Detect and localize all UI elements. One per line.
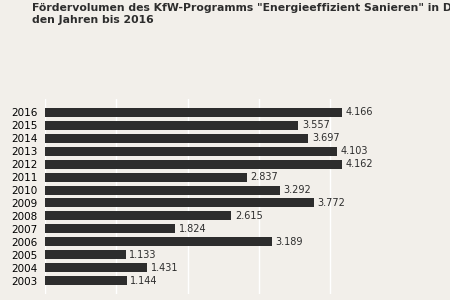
Bar: [45, 237, 272, 246]
Text: 1.824: 1.824: [179, 224, 206, 234]
Text: 1.144: 1.144: [130, 276, 157, 286]
Text: 3.557: 3.557: [302, 120, 330, 130]
Text: 4.166: 4.166: [346, 107, 373, 117]
Bar: [45, 172, 247, 182]
Bar: [45, 160, 342, 169]
Bar: [45, 185, 279, 195]
Text: 3.772: 3.772: [317, 198, 345, 208]
Text: 3.697: 3.697: [312, 133, 340, 143]
Text: 4.162: 4.162: [345, 159, 373, 169]
Text: 3.292: 3.292: [283, 185, 311, 195]
Text: 2.837: 2.837: [251, 172, 279, 182]
Bar: [45, 121, 298, 130]
Bar: [45, 198, 314, 208]
Text: Fördervolumen des KfW-Programms "Energieeffizient Sanieren" in Deutschland in
de: Fördervolumen des KfW-Programms "Energie…: [32, 3, 450, 26]
Text: 2.615: 2.615: [235, 211, 263, 221]
Text: 1.133: 1.133: [129, 250, 157, 260]
Bar: [45, 250, 126, 259]
Bar: [45, 276, 126, 285]
Text: 4.103: 4.103: [341, 146, 369, 156]
Bar: [45, 212, 231, 220]
Text: 3.189: 3.189: [276, 237, 303, 247]
Bar: [45, 108, 342, 117]
Bar: [45, 134, 308, 143]
Text: 1.431: 1.431: [150, 263, 178, 273]
Bar: [45, 147, 338, 156]
Bar: [45, 224, 175, 233]
Bar: [45, 263, 147, 272]
